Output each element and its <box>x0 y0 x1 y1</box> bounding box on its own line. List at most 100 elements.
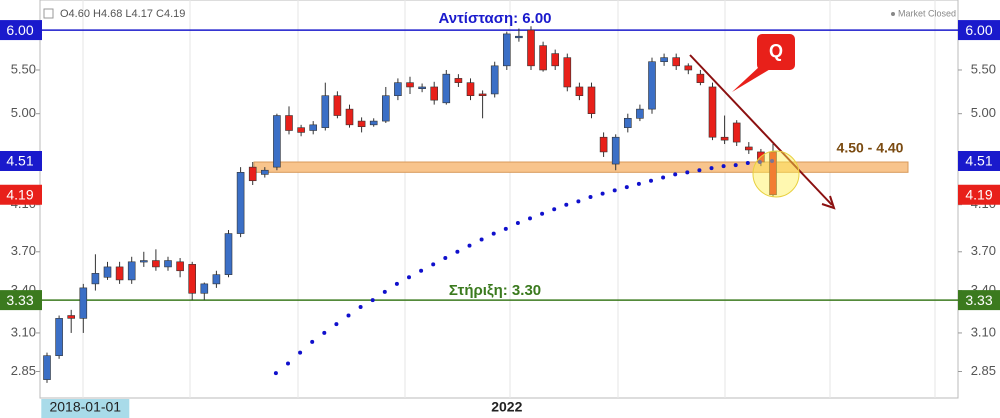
moving-average-dot <box>624 185 629 190</box>
moving-average-dot <box>503 226 508 231</box>
moving-average-dot <box>697 168 702 173</box>
plot-frame <box>39 0 959 399</box>
candle-body <box>539 45 547 71</box>
candle-body <box>563 57 572 88</box>
level-box <box>958 20 1000 41</box>
moving-average-dot <box>407 275 411 280</box>
moving-average-dot <box>370 298 375 303</box>
candle-body <box>442 73 451 104</box>
candle-body <box>152 260 160 268</box>
level-label: 6.00 <box>6 22 33 38</box>
moving-average-dot <box>673 172 678 177</box>
candle-body <box>67 315 75 319</box>
candle-body <box>708 86 717 138</box>
candle-body <box>611 136 620 165</box>
support-label: Στήριξη: 3.30 <box>449 282 541 299</box>
candle-body <box>478 93 487 97</box>
y-tick-label: 5.00 <box>11 105 36 120</box>
x-label-box <box>41 399 130 418</box>
moving-average-dot <box>540 211 545 216</box>
level-label: 4.19 <box>965 186 992 202</box>
candle-body <box>636 108 644 119</box>
candle-body <box>623 117 632 128</box>
x-tick-label: 2022 <box>491 399 522 415</box>
moving-average-dot <box>636 181 641 186</box>
moving-average-dot <box>588 194 593 199</box>
candle-body <box>285 115 293 131</box>
candle-body <box>248 166 257 182</box>
candle-body <box>297 127 305 133</box>
vertical-grid <box>82 0 936 398</box>
moving-average-dot <box>455 249 460 254</box>
candle-body <box>527 29 535 67</box>
level-box <box>958 290 1000 311</box>
level-label: 3.33 <box>6 292 33 308</box>
moving-average-dot <box>600 191 605 196</box>
candle-body <box>188 264 196 294</box>
moving-average-dot <box>443 256 448 261</box>
y-tick-label: 3.10 <box>971 324 996 339</box>
candle-body <box>744 146 753 151</box>
candle-body <box>418 86 426 89</box>
moving-average-dot <box>528 216 532 221</box>
resistance-label: Αντίσταση: 6.00 <box>438 10 551 27</box>
candle-body <box>273 115 281 168</box>
moving-average-dot <box>709 166 714 171</box>
level-box <box>0 290 42 311</box>
support-zone <box>253 161 909 173</box>
moving-average-dot <box>770 158 774 163</box>
moving-average-dot <box>661 175 666 180</box>
candle-body <box>587 86 596 114</box>
candle-body <box>696 73 705 83</box>
moving-average-dot <box>286 361 290 366</box>
moving-average-dot <box>576 199 581 204</box>
status-dot <box>891 12 895 16</box>
moving-average-dot <box>479 237 484 242</box>
candle-body <box>127 261 136 281</box>
candle-body <box>115 266 124 281</box>
moving-average-dot <box>612 188 617 193</box>
highlight-circle <box>752 150 800 198</box>
candle-body <box>490 65 499 95</box>
level-box <box>0 20 42 41</box>
candle-body <box>309 124 318 131</box>
y-tick-label: 5.00 <box>971 105 996 120</box>
ohlc-header: O4.60 H4.68 L4.17 C4.19 <box>60 8 185 20</box>
candle-body <box>260 169 269 175</box>
candle-body <box>394 82 402 97</box>
zone-label: 4.50 - 4.40 <box>837 140 904 156</box>
y-tick-label: 3.10 <box>11 324 36 339</box>
candle-body <box>236 172 245 234</box>
candle-body <box>345 108 354 126</box>
candle-body <box>454 78 463 83</box>
level-label: 4.51 <box>965 153 992 169</box>
candle-body <box>333 95 342 116</box>
moving-average-dot <box>273 371 278 376</box>
candle-body <box>176 261 184 272</box>
candle-body <box>502 33 511 67</box>
callout-box <box>757 34 795 70</box>
x-tick-label: 2018-01-01 <box>49 399 121 415</box>
level-label: 6.00 <box>965 22 992 38</box>
candle-body <box>103 266 112 278</box>
moving-average-dot <box>515 220 520 225</box>
candle-body <box>55 318 63 356</box>
moving-average-dot <box>721 164 726 169</box>
level-label: 3.33 <box>965 292 992 308</box>
moving-average-dot <box>649 178 653 183</box>
candle-body <box>599 136 608 153</box>
candle-body <box>648 61 656 110</box>
callout-label: Q <box>769 41 783 61</box>
level-box <box>0 184 42 205</box>
moving-average-dot <box>419 268 424 273</box>
moving-average-dot <box>431 262 436 267</box>
candle-body <box>515 35 523 39</box>
moving-average-dot <box>322 330 327 335</box>
candle-body <box>43 355 51 380</box>
moving-average-dot <box>733 163 738 168</box>
moving-average-dot <box>491 231 496 236</box>
header-icon <box>43 8 54 19</box>
level-label: 4.51 <box>6 153 33 169</box>
candle-body <box>672 57 681 67</box>
